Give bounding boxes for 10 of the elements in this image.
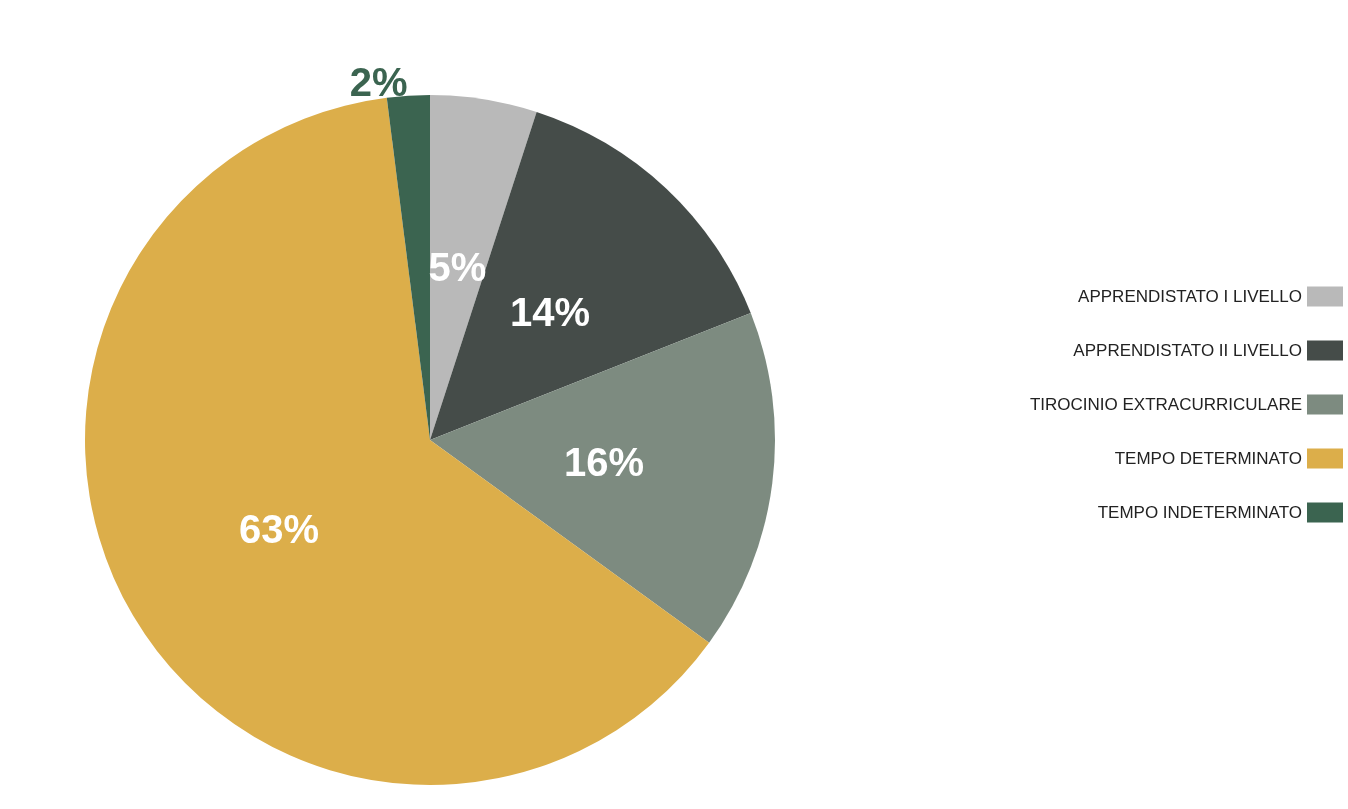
legend-label: TIROCINIO EXTRACURRICULARE	[1029, 395, 1302, 414]
data-label: 16%	[564, 440, 645, 484]
data-label: 63%	[238, 507, 319, 552]
legend-label: APPRENDISTATO II LIVELLO	[1073, 341, 1302, 360]
data-label: 2%	[349, 59, 408, 104]
legend-label: APPRENDISTATO I LIVELLO	[1078, 287, 1302, 306]
data-label: 14%	[510, 290, 591, 335]
data-label: 5%	[428, 244, 487, 289]
legend-label: TEMPO INDETERMINATO	[1097, 503, 1302, 522]
legend-label: TEMPO DETERMINATO	[1114, 449, 1302, 468]
